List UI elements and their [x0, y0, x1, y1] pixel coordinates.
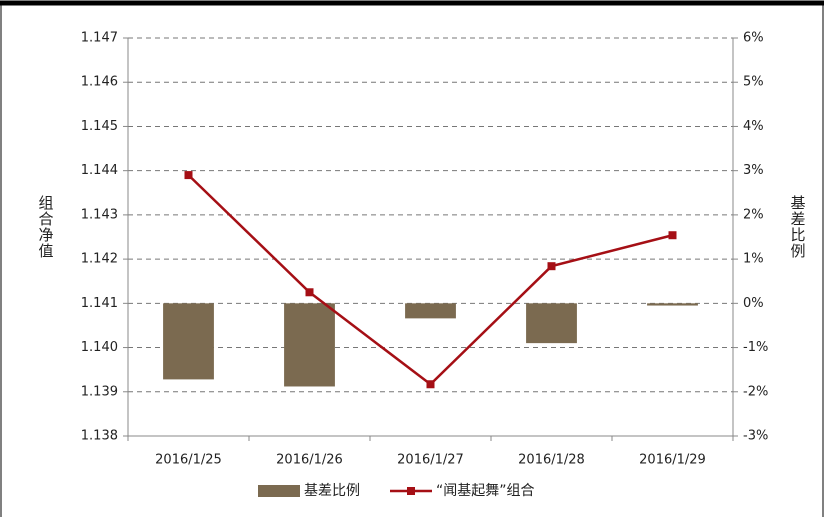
- x-tick-label: 2016/1/25: [155, 453, 222, 468]
- y-tick-label: 1.138: [81, 429, 118, 444]
- y2-tick-label: -3%: [743, 429, 768, 444]
- y2-tick-label: 2%: [743, 207, 764, 222]
- x-tick-label: 2016/1/29: [639, 453, 706, 468]
- y-tick-label: 1.144: [81, 163, 118, 178]
- bar: [163, 303, 214, 380]
- y-tick-label: 1.146: [81, 75, 118, 90]
- bar: [526, 303, 577, 344]
- y2-tick-label: 1%: [743, 252, 764, 267]
- y-tick-label: 1.147: [81, 31, 118, 46]
- y2-tick-label: 4%: [743, 119, 764, 134]
- y2-tick-label: 0%: [743, 296, 764, 311]
- y2-tick-label: -2%: [743, 384, 768, 399]
- legend-label: “闻基起舞”组合: [436, 482, 535, 499]
- legend-swatch: [258, 485, 300, 497]
- line-marker: [426, 380, 435, 389]
- line-marker: [668, 231, 677, 240]
- y-tick-label: 1.140: [81, 340, 118, 355]
- y2-tick-label: 6%: [743, 31, 764, 46]
- y-tick-label: 1.143: [81, 207, 118, 222]
- x-tick-label: 2016/1/27: [397, 453, 464, 468]
- line: [187, 174, 673, 386]
- x-tick-label: 2016/1/28: [518, 453, 585, 468]
- y2-tick-label: 3%: [743, 163, 764, 178]
- line-marker: [305, 288, 314, 297]
- y-tick-label: 1.139: [81, 384, 118, 399]
- y2-tick-label: -1%: [743, 340, 768, 355]
- y2-tick-label: 5%: [743, 75, 764, 90]
- legend-label: 基差比例: [304, 482, 360, 499]
- bar: [284, 303, 335, 387]
- line-marker: [547, 262, 556, 271]
- y2-axis-label: 基差比例: [789, 195, 807, 259]
- bar: [405, 303, 456, 319]
- line-marker: [184, 171, 193, 180]
- bar: [647, 303, 698, 306]
- y-axis-label: 组合净值: [37, 195, 55, 259]
- x-tick-label: 2016/1/26: [276, 453, 343, 468]
- y-tick-label: 1.142: [81, 252, 118, 267]
- y-tick-label: 1.141: [81, 296, 118, 311]
- y-tick-label: 1.145: [81, 119, 118, 134]
- legend-swatch: [407, 487, 415, 495]
